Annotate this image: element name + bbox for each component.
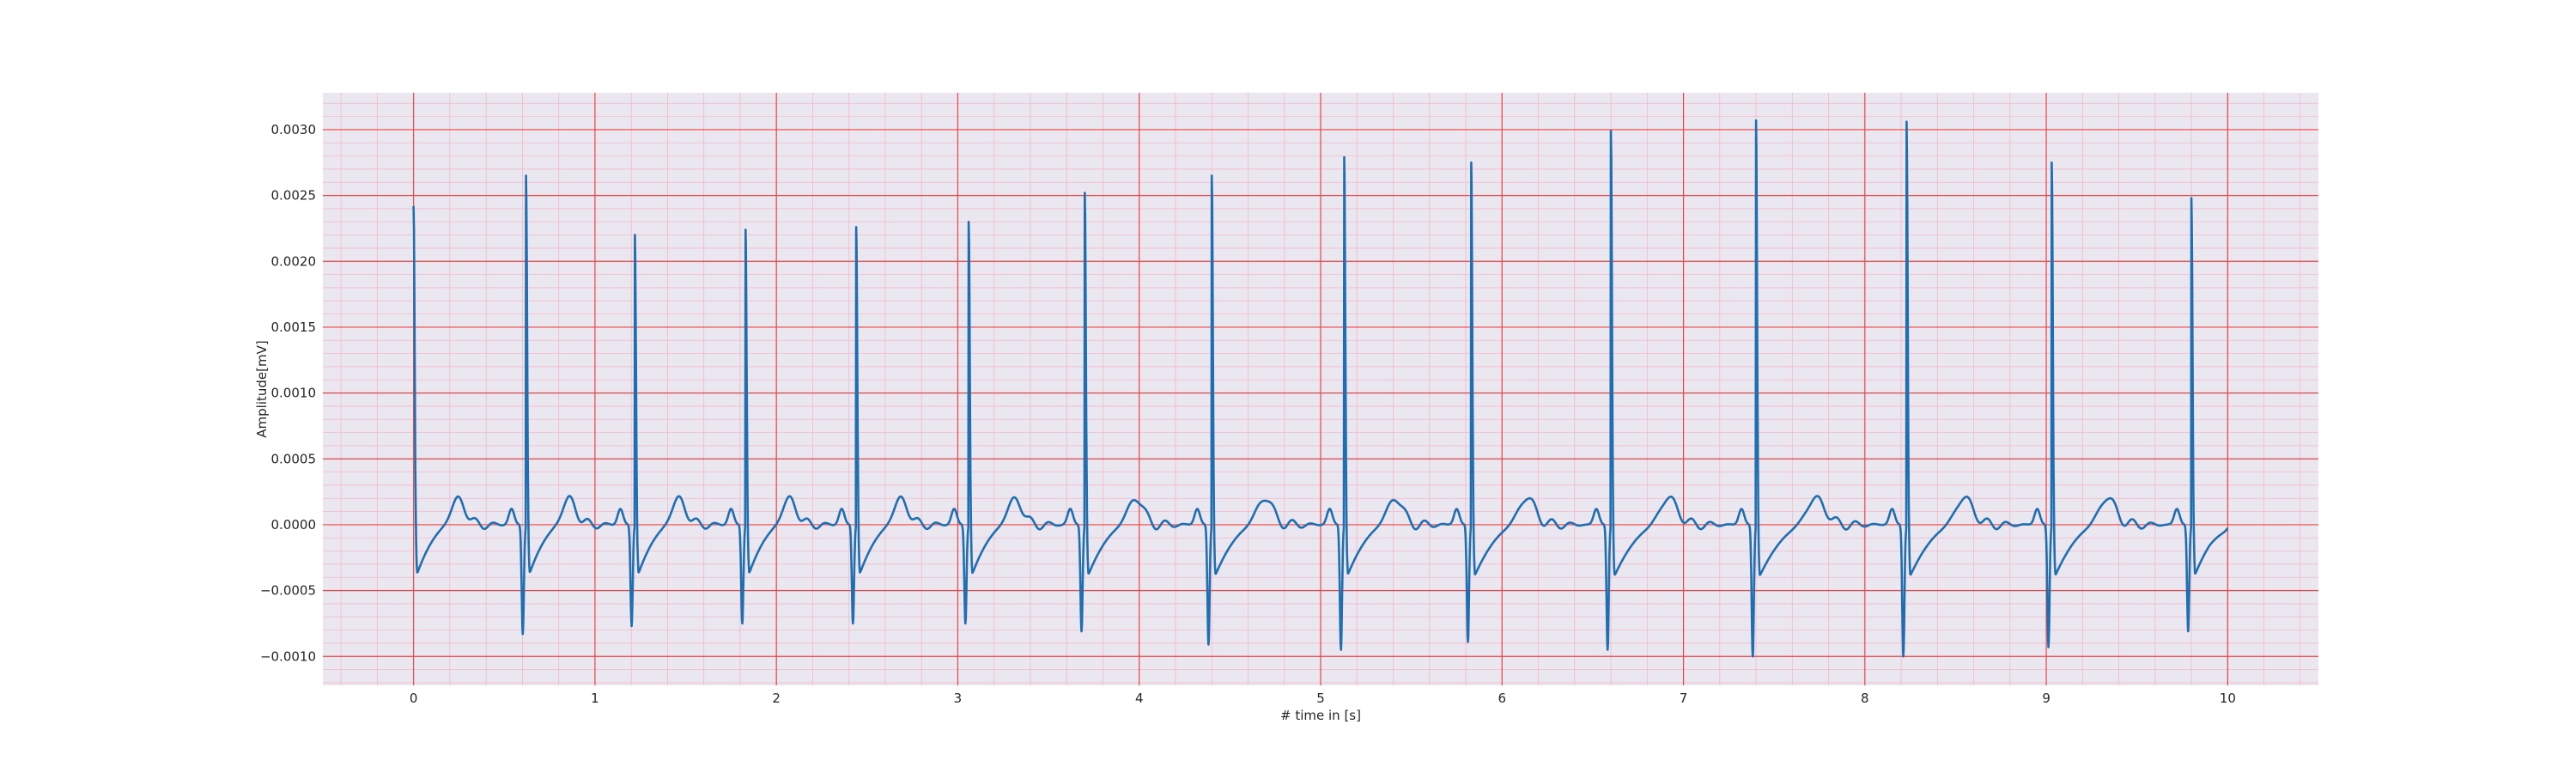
plot-area [323, 93, 2318, 685]
y-tick-label: −0.0010 [260, 648, 316, 664]
y-axis-label: Amplitude[mV] [254, 340, 270, 437]
y-tick-label: 0.0000 [271, 517, 317, 533]
x-axis-ticks: 0 1 2 3 4 5 6 7 8 9 10 [410, 691, 2236, 706]
y-tick-label: −0.0005 [260, 583, 316, 599]
x-tick-label: 0 [410, 691, 418, 706]
ecg-series-line [412, 119, 2229, 658]
y-tick-label: 0.0025 [271, 188, 317, 204]
x-tick-label: 9 [2042, 691, 2050, 706]
x-tick-label: 7 [1680, 691, 1688, 706]
y-axis-ticks: −0.0010 −0.0005 0.0000 0.0005 0.0010 0.0015 0.… [260, 122, 316, 664]
x-tick-label: 1 [591, 691, 599, 706]
y-tick-label: 0.0020 [271, 253, 317, 269]
x-axis-label: # time in [s] [1280, 708, 1361, 723]
x-tick-label: 4 [1135, 691, 1144, 706]
x-tick-label: 6 [1498, 691, 1506, 706]
x-tick-label: 8 [1861, 691, 1869, 706]
y-tick-label: 0.0005 [271, 451, 317, 466]
y-tick-label: 0.0010 [271, 386, 317, 401]
x-tick-label: 5 [1316, 691, 1325, 706]
y-tick-label: 0.0015 [271, 320, 317, 335]
x-tick-label: 2 [772, 691, 781, 706]
y-tick-label: 0.0030 [271, 122, 317, 137]
x-tick-label: 10 [2220, 691, 2236, 706]
x-tick-label: 3 [954, 691, 963, 706]
